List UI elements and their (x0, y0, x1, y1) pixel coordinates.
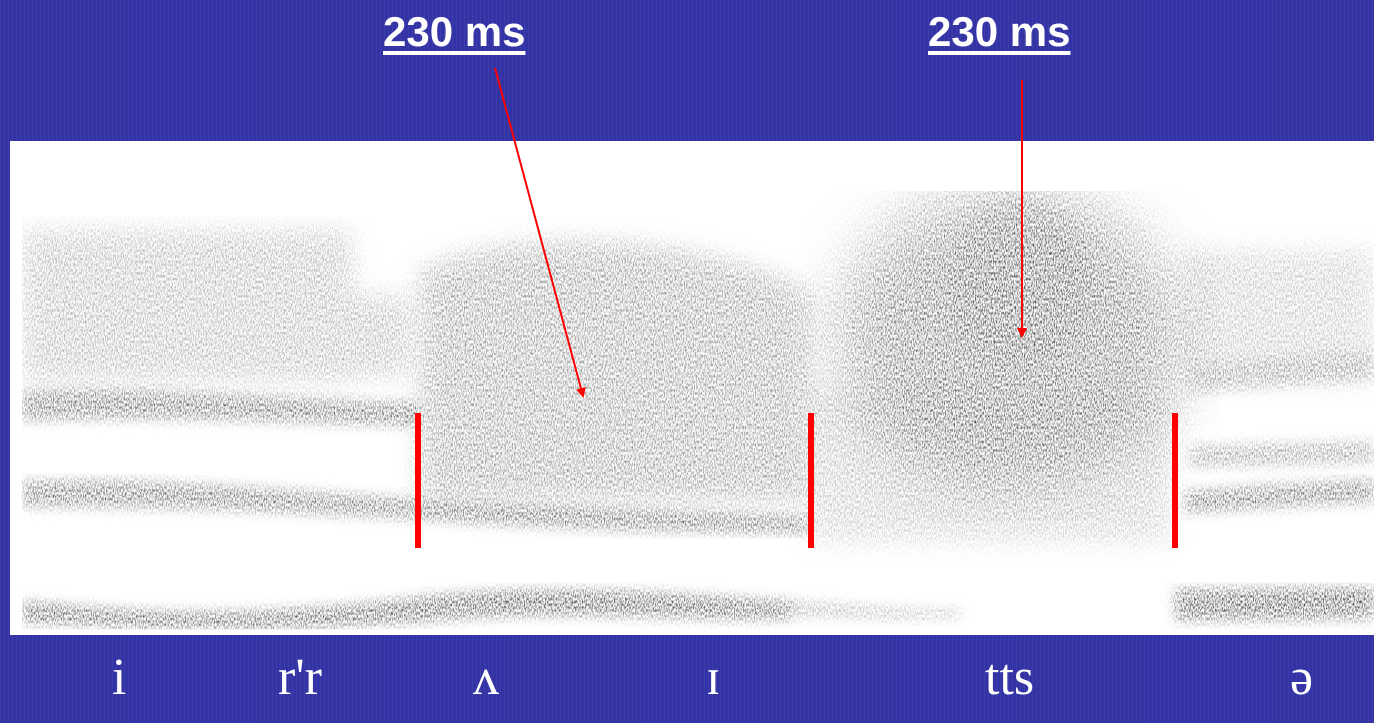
spectrogram-image (22, 191, 1374, 630)
duration-label-right: 230 ms (928, 8, 1071, 55)
phone-label-small-i: ɪ (706, 649, 721, 706)
duration-label-left: 230 ms (383, 8, 526, 55)
phone-label-wedge: ʌ (473, 649, 499, 706)
phone-label-i: i (112, 649, 127, 706)
spectrogram (10, 141, 1374, 635)
phone-label-tts: tts (985, 649, 1035, 706)
phone-label-schwa: ə (1290, 649, 1314, 706)
phone-label-tap-r: r'r (278, 649, 323, 706)
